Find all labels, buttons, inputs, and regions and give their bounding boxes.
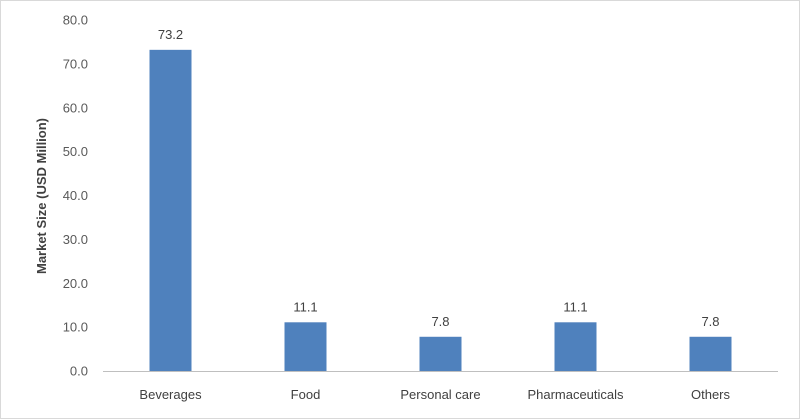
y-tick-label: 0.0 [70,364,88,379]
bar [149,49,192,372]
y-tick-label: 20.0 [63,276,88,291]
bar [284,322,327,371]
bar [419,336,462,371]
data-label: 73.2 [158,27,183,42]
data-label: 11.1 [563,299,587,314]
x-tick-label: Others [691,387,731,402]
x-tick-label: Food [291,387,321,402]
bar [554,322,597,371]
data-label: 7.8 [701,314,719,329]
y-tick-label: 80.0 [63,13,88,28]
data-labels: 73.2 11.1 7.8 11.1 7.8 [158,27,720,329]
y-tick-label: 10.0 [63,320,88,335]
y-tick-label: 50.0 [63,144,88,159]
bar [689,336,732,371]
x-tick-label: Personal care [400,387,480,402]
bars [149,49,732,372]
y-axis-title: Market Size (USD Million) [34,118,49,274]
x-axis-labels: Beverages Food Personal care Pharmaceutical… [139,387,730,402]
y-tick-label: 60.0 [63,100,88,115]
y-tick-label: 70.0 [63,56,88,71]
y-tick-label: 30.0 [63,232,88,247]
data-label: 7.8 [431,314,449,329]
y-axis-ticks: 0.0 10.0 20.0 30.0 40.0 50.0 60.0 70.0 80.0 [63,13,88,379]
x-tick-label: Beverages [139,387,202,402]
y-tick-label: 40.0 [63,188,88,203]
data-label: 11.1 [293,299,317,314]
x-tick-label: Pharmaceuticals [527,387,624,402]
